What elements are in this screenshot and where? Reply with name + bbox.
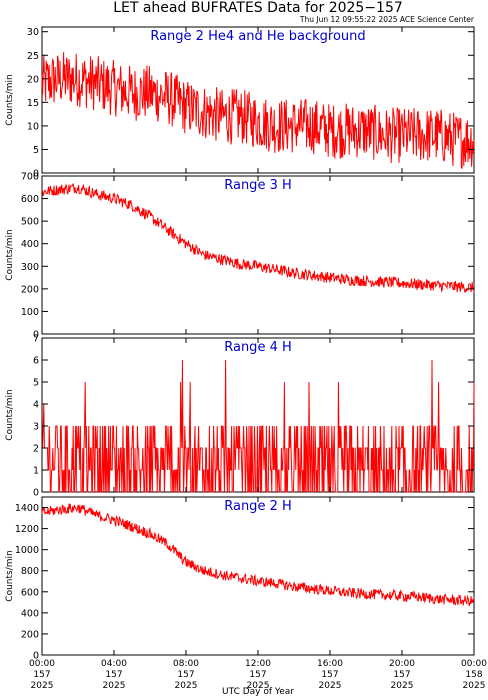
x-axis-tick-labels: 00:00157202504:00157202508:00157202512:0… [29,659,487,691]
y-tick-label: 300 [21,262,39,273]
x-tick-label: 157 [33,670,50,680]
x-tick-label: 157 [105,670,122,680]
y-tick-label: 1400 [15,503,39,514]
x-tick-label: 157 [249,670,266,680]
y-tick-label: 0 [33,651,39,662]
x-tick-label: 2025 [463,681,486,691]
series-line [42,359,475,493]
series-line [41,183,475,293]
y-tick-label: 15 [27,98,39,109]
y-tick-label: 1 [33,466,39,477]
y-tick-label: 4 [33,400,39,411]
panel-4: 0 200 400 600 800 1000 1200 1400 Counts/min Range… [5,496,475,662]
figure-title: LET ahead BUFRATES Data for 2025−157 [113,0,403,16]
x-tick-label: 12:00 [245,659,271,669]
y-tick-label: 200 [21,284,39,295]
y-tick-label: 7 [33,334,39,345]
panel-2: 0 100 200 300 400 500 600 700 Counts/min Range 3 … [5,172,475,341]
x-tick-label: 00:00 [461,659,487,669]
x-tick-label: 2025 [319,681,342,691]
timestamp: Thu Jun 12 09:55:22 2025 ACE Science Cen… [299,15,475,24]
panel-3: 0 1 2 3 4 5 6 7 Counts/min Range 4 H [5,334,475,499]
y-tick-label: 5 [33,378,39,389]
y-tick-label: 0 [33,169,39,180]
series-line [41,52,475,170]
x-tick-label: 00:00 [29,659,55,669]
y-tick-label: 0 [33,488,39,499]
panel-frame [41,26,475,174]
x-tick-label: 08:00 [173,659,199,669]
y-tick-label: 25 [27,51,39,62]
panel-frame [41,175,475,335]
x-tick-label: 04:00 [101,659,127,669]
series-line [41,503,475,607]
y-tick-label: 1200 [15,524,39,535]
y-tick-label: 100 [21,307,39,318]
y-tick-label: 2 [33,444,39,455]
x-tick-label: 2025 [31,681,54,691]
y-tick-label: 1000 [15,545,39,556]
y-tick-label: 10 [27,121,39,132]
y-axis-label: Counts/min [5,550,15,601]
y-axis-label: Counts/min [5,389,15,440]
y-tick-label: 600 [21,194,39,205]
x-tick-label: 2025 [175,681,198,691]
panel-title: Range 2 He4 and He background [150,29,365,44]
panel-frame [41,496,475,656]
x-tick-label: 157 [177,670,194,680]
y-tick-label: 800 [21,566,39,577]
x-tick-label: 16:00 [317,659,343,669]
y-tick-label: 600 [21,587,39,598]
x-axis-label: UTC Day of Year [222,687,294,697]
panel-title: Range 3 H [224,178,292,193]
y-axis-label: Counts/min [5,229,15,280]
x-tick-label: 157 [393,670,410,680]
panel-title: Range 2 H [224,499,292,514]
x-tick-label: 2025 [247,681,270,691]
y-tick-label: 200 [21,629,39,640]
x-tick-label: 2025 [391,681,414,691]
y-tick-label: 3 [33,422,39,433]
panel-title: Range 4 H [224,340,292,355]
y-tick-label: 400 [21,239,39,250]
y-tick-label: 6 [33,356,39,367]
x-tick-label: 20:00 [389,659,415,669]
x-tick-label: 157 [321,670,338,680]
y-tick-label: 30 [27,27,39,38]
y-axis-label: Counts/min [5,74,15,125]
x-tick-label: 158 [465,670,482,680]
y-tick-label: 0 [33,330,39,341]
y-tick-label: 500 [21,217,39,228]
y-tick-label: 20 [27,74,39,85]
x-tick-label: 2025 [103,681,126,691]
y-tick-label: 400 [21,608,39,619]
y-tick-label: 5 [33,145,39,156]
y-tick-label: 700 [21,172,39,183]
panel-1: 0 5 10 15 20 25 30 Counts/min Range 2 He4 and He… [5,26,475,180]
